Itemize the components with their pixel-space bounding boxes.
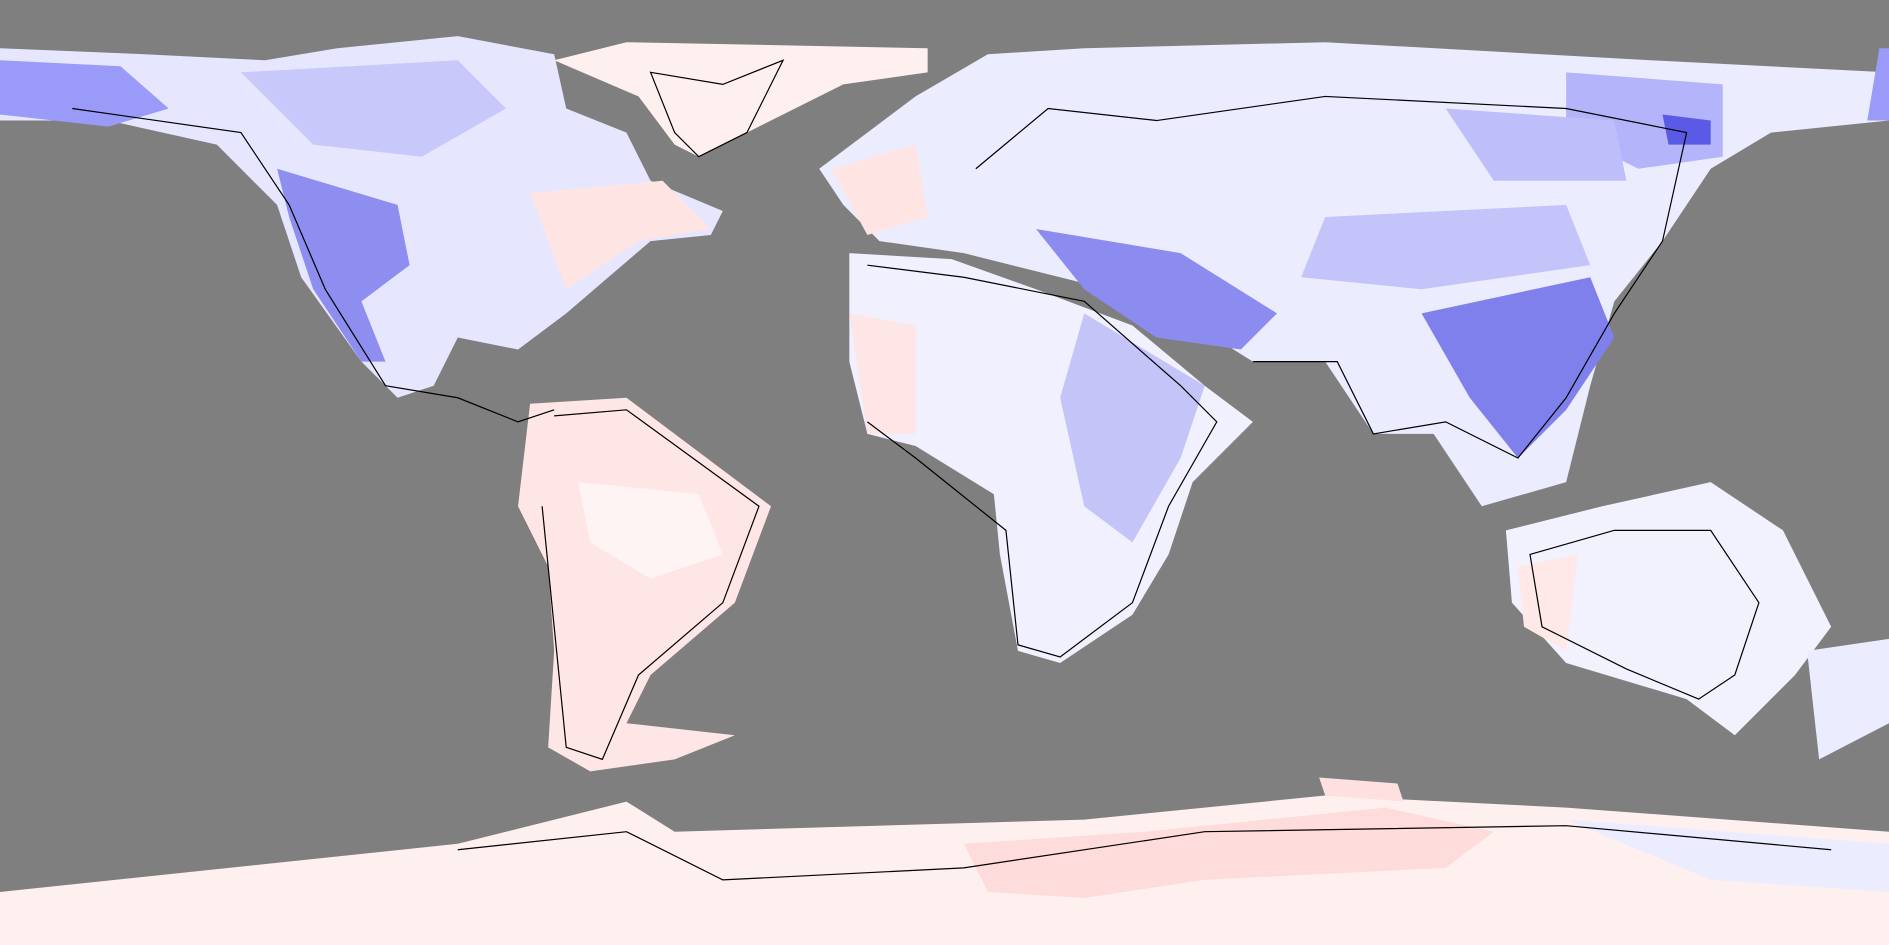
coastline <box>541 409 760 761</box>
anomaly-cool <box>277 168 410 362</box>
coastline <box>867 264 1218 658</box>
anomaly-warm <box>1517 554 1579 651</box>
anomaly-cool <box>1566 819 1889 892</box>
island <box>1319 777 1404 802</box>
anomaly-warm <box>963 807 1494 898</box>
coastline <box>975 95 1688 459</box>
new-zealand <box>1807 638 1889 760</box>
anomaly-cool <box>1060 313 1205 543</box>
australia <box>1505 482 1832 736</box>
anomaly-cool <box>240 60 506 157</box>
anomaly-cool <box>1445 108 1627 181</box>
anomaly-cool <box>1036 229 1278 350</box>
coastline <box>457 825 1832 881</box>
anomaly-cool <box>0 60 169 127</box>
anomaly-warm <box>530 180 711 290</box>
anomaly-warm <box>849 313 916 434</box>
anomaly-warm <box>831 144 928 236</box>
greenland <box>554 42 928 157</box>
coastline <box>649 59 785 158</box>
anomaly-neutral <box>578 482 723 579</box>
coastline <box>1529 529 1760 700</box>
anomaly-cool <box>1662 114 1711 145</box>
coastline <box>72 107 555 423</box>
anomaly-cool <box>1421 277 1615 459</box>
anomaly-cool <box>1867 48 1889 121</box>
anomaly-cool <box>1301 204 1591 290</box>
